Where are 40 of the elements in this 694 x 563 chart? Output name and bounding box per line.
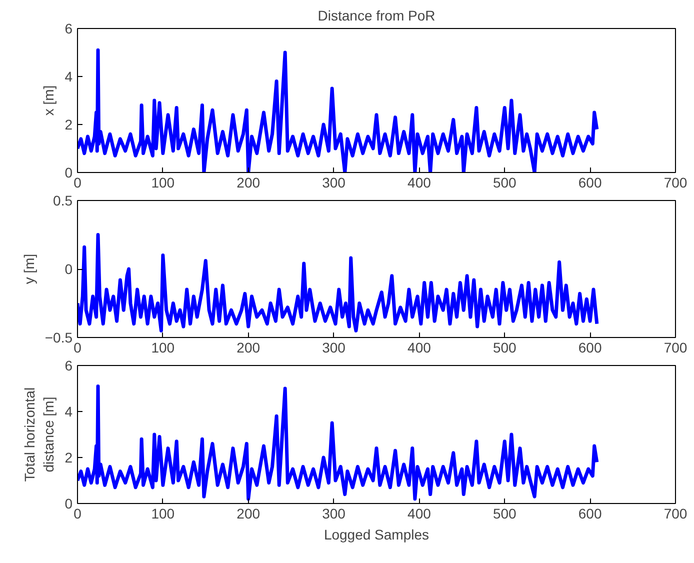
y-tick-label: −0.5: [44, 330, 73, 346]
x-tick-label: 200: [236, 174, 260, 190]
x-tick-label: 400: [408, 340, 432, 356]
x-tick-label: 600: [578, 340, 602, 356]
x-tick-label: 100: [151, 174, 175, 190]
y-axis-title: x [m]: [40, 85, 57, 116]
x-tick-label: 500: [492, 174, 517, 190]
x-tick-label: 300: [322, 506, 346, 522]
line-series: [78, 233, 599, 332]
x-tick-label: 100: [151, 506, 175, 522]
chart-title: Distance from PoR: [318, 8, 436, 24]
x-tick-label: 600: [578, 506, 602, 522]
y-tick-label: 0: [64, 261, 73, 277]
x-tick-label: 700: [664, 506, 688, 522]
y-axis-title: Total horizontal distance [m]: [22, 387, 57, 482]
y-tick-label: 0.5: [53, 192, 73, 208]
y-tick-label: 4: [64, 68, 73, 84]
x-tick-label: 500: [492, 340, 517, 356]
y-tick-label: 2: [64, 116, 73, 132]
y-tick-label: 4: [64, 404, 73, 420]
y-axis-title: y [m]: [20, 254, 37, 284]
x-tick-label: 700: [664, 340, 688, 356]
y-tick-label: 6: [64, 20, 73, 36]
line-series: [78, 48, 599, 172]
x-tick-label: 200: [236, 340, 260, 356]
y-tick-label: 0: [64, 164, 73, 180]
x-tick-label: 100: [151, 340, 175, 356]
x-tick-label: 600: [578, 174, 602, 190]
y-tick-label: 6: [64, 358, 73, 374]
x-tick-label: 500: [492, 506, 517, 522]
line-series: [78, 384, 599, 501]
x-tick-label: 400: [408, 174, 432, 190]
y-tick-label: 0: [64, 496, 73, 512]
x-axis-title: Logged Samples: [324, 526, 430, 542]
x-tick-label: 300: [322, 340, 346, 356]
x-tick-label: 400: [408, 506, 432, 522]
x-tick-label: 200: [236, 506, 260, 522]
x-tick-label: 300: [322, 174, 346, 190]
x-tick-label: 700: [664, 174, 688, 190]
y-tick-label: 2: [64, 450, 73, 466]
